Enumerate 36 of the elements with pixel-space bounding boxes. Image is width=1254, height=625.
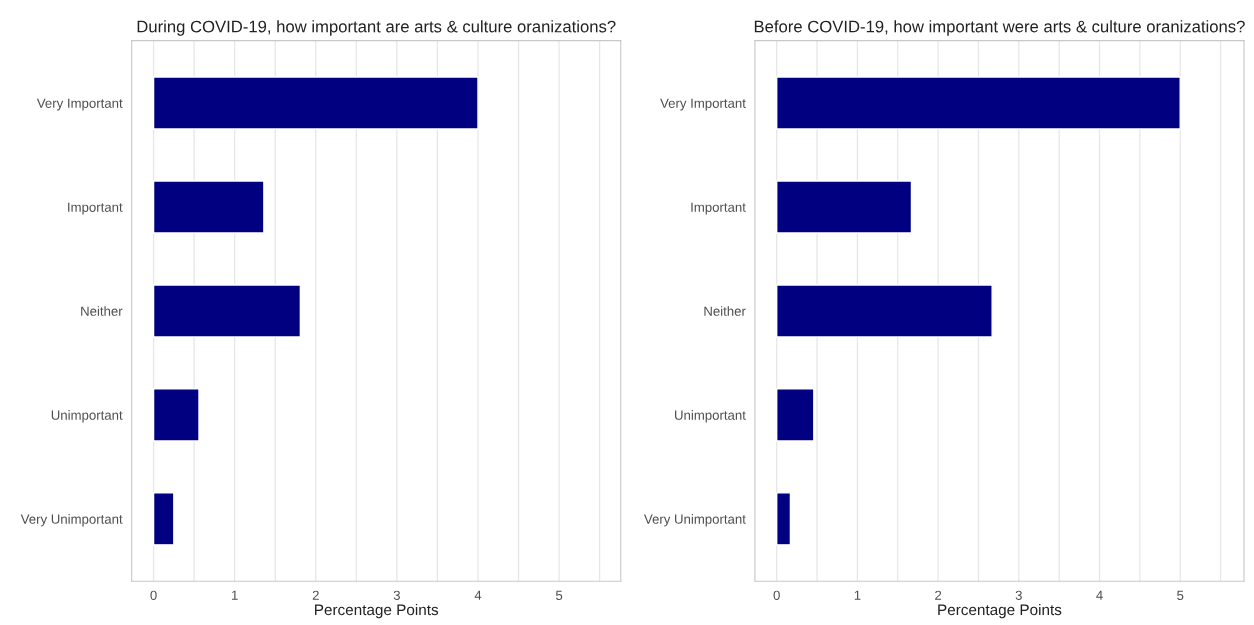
x-axis-title: Percentage Points: [315, 603, 439, 619]
x-tick-label: 5: [555, 590, 563, 600]
x-tick-label: 1: [232, 590, 238, 600]
y-tick-label: Important: [691, 202, 746, 215]
bar: [776, 284, 993, 338]
bar: [152, 76, 479, 130]
bar: [152, 388, 200, 442]
y-tick-label: Very Important: [36, 98, 123, 111]
bar: [776, 388, 815, 442]
x-tick-label: 1: [854, 590, 861, 600]
y-tick-label: Neither: [704, 306, 746, 316]
x-tick-label: 0: [150, 590, 157, 600]
x-tick-label: 3: [1015, 590, 1022, 600]
chart-title: During COVID-19, how important are arts & culture oranizations?: [137, 20, 616, 36]
x-axis-title: Percentage Points: [938, 603, 1062, 619]
bar: [776, 76, 1181, 130]
x-tick-label: 2: [935, 590, 942, 600]
y-tick-label: Important: [68, 202, 123, 215]
bar: [776, 180, 913, 234]
y-tick-label: Neither: [81, 306, 123, 316]
bar: [152, 180, 265, 234]
y-tick-label: Very Unimportant: [644, 514, 746, 527]
bar: [152, 492, 175, 546]
x-tick-label: 3: [393, 590, 400, 600]
x-tick-label: 4: [474, 590, 482, 600]
bar: [776, 492, 792, 546]
y-tick-label: Unimportant: [51, 410, 123, 423]
y-tick-label: Very Important: [660, 98, 746, 111]
bar: [152, 284, 302, 338]
chart-title: Before COVID-19, how important were arts & culture oranizations?: [754, 20, 1245, 36]
x-tick-label: 5: [1177, 590, 1184, 600]
y-tick-label: Very Unimportant: [20, 514, 123, 527]
x-tick-label: 0: [773, 590, 780, 600]
x-tick-label: 4: [1096, 590, 1103, 600]
y-tick-label: Unimportant: [675, 410, 746, 423]
x-tick-label: 2: [312, 590, 319, 600]
